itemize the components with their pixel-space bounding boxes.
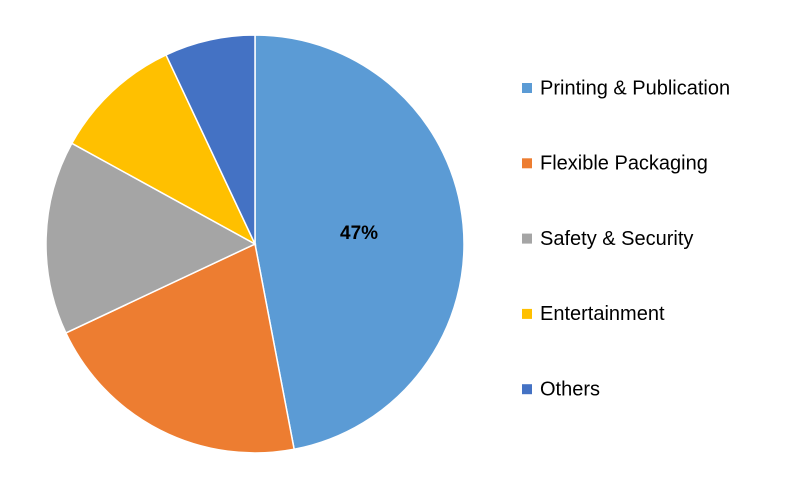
legend-swatch xyxy=(522,233,532,244)
pie-slice xyxy=(254,34,465,451)
legend-swatch xyxy=(522,384,532,395)
pie-slice xyxy=(165,34,256,245)
pie-slice xyxy=(70,53,257,246)
pie-slice xyxy=(64,242,296,454)
legend-swatch xyxy=(522,158,532,169)
legend-label: Printing & Publication xyxy=(540,77,730,99)
legend-label: Entertainment xyxy=(540,303,665,325)
legend-label: Others xyxy=(540,378,600,400)
legend-swatch xyxy=(522,83,532,93)
data-label: 47% xyxy=(340,223,378,244)
pie-slice xyxy=(45,142,257,334)
legend-swatch xyxy=(522,308,532,319)
legend-label: Safety & Security xyxy=(540,228,693,250)
legend-label: Flexible Packaging xyxy=(540,153,708,175)
